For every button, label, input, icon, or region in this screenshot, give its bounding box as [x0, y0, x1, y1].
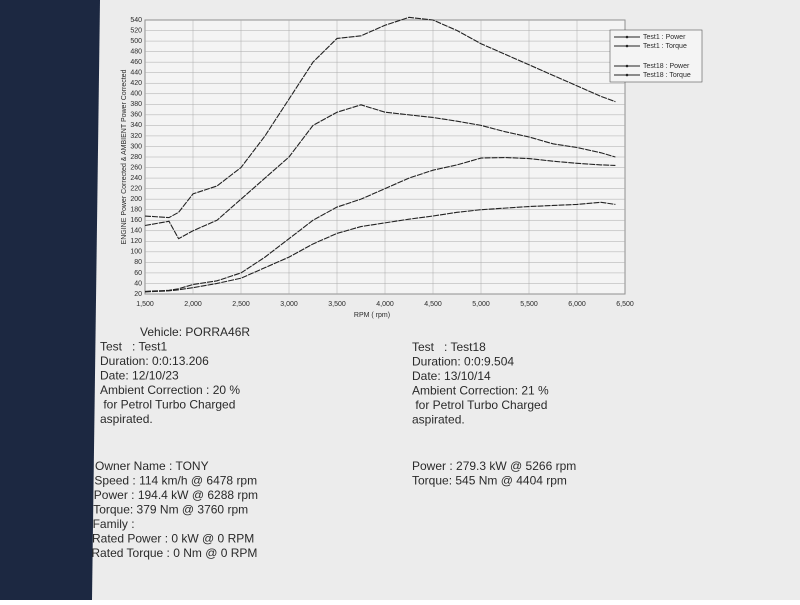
y-tick-label: 340	[130, 122, 142, 129]
report-line: Rated Torque : 0 Nm @ 0 RPM	[91, 546, 257, 560]
report-line: Family :	[93, 517, 135, 531]
y-tick-label: 200	[130, 196, 142, 203]
y-tick-label: 300	[130, 143, 142, 150]
x-tick-label: 2,000	[184, 301, 202, 308]
y-tick-label: 140	[130, 228, 142, 235]
series-line	[144, 201, 616, 293]
y-tick-label: 280	[130, 154, 142, 161]
report-line: for Petrol Turbo Charged	[412, 398, 547, 412]
report-line: Duration: 0:0:13.206	[100, 354, 209, 368]
legend-box	[609, 29, 703, 83]
report-line: aspirated.	[412, 413, 465, 427]
report-line: Ambient Correction : 20 %	[100, 383, 240, 397]
y-tick-label: 420	[130, 80, 142, 87]
report-line: Test : Test18	[412, 340, 486, 354]
report-line: Test : Test1	[100, 340, 167, 354]
x-tick-label: 6,000	[568, 301, 586, 308]
x-tick-label: 5,000	[472, 301, 490, 308]
y-tick-label: 60	[134, 270, 142, 277]
report-line: Torque: 379 Nm @ 3760 rpm	[93, 503, 248, 517]
y-axis-label: ENGINE Power Corrected & AMBIENT Power C…	[121, 69, 128, 244]
y-tick-label: 220	[130, 185, 142, 192]
x-tick-label: 3,000	[280, 301, 298, 308]
legend-label: Test18 : Torque	[643, 72, 691, 79]
y-tick-label: 520	[130, 27, 142, 34]
legend-label: Test1 : Power	[643, 34, 686, 41]
y-tick-label: 400	[130, 91, 142, 98]
y-tick-label: 120	[130, 238, 142, 245]
report-line: Torque: 545 Nm @ 4404 rpm	[412, 474, 567, 488]
y-tick-label: 440	[130, 70, 142, 77]
x-tick-label: 6,500	[616, 301, 634, 308]
legend: Test1 : Power Test1 : Torque Test18 : Powe…	[609, 29, 703, 83]
x-axis-label: RPM ( rpm)	[354, 312, 390, 319]
report-line: Ambient Correction: 21 %	[412, 384, 549, 398]
legend-label: Test18 : Power	[643, 63, 690, 70]
y-tick-label: 360	[130, 112, 142, 119]
report-line: Speed : 114 km/h @ 6478 rpm	[94, 474, 257, 488]
y-tick-label: 160	[130, 217, 142, 224]
y-tick-label: 260	[130, 164, 142, 171]
legend-marker	[625, 73, 629, 77]
report-line: Date: 12/10/23	[100, 369, 179, 383]
report-line: Owner Name : TONY	[95, 459, 209, 473]
y-tick-label: 480	[130, 48, 142, 55]
x-tick-label: 1,500	[136, 301, 154, 308]
legend-marker	[625, 35, 629, 39]
report-line: Power : 279.3 kW @ 5266 rpm	[412, 459, 576, 473]
legend-marker	[625, 44, 629, 48]
x-tick-label: 3,500	[328, 301, 346, 308]
y-tick-label: 240	[130, 175, 142, 182]
series-line	[144, 104, 616, 240]
report-line: for Petrol Turbo Charged	[100, 398, 235, 412]
y-tick-label: 460	[130, 59, 142, 66]
report-line: Power : 194.4 kW @ 6288 rpm	[94, 488, 258, 502]
report-line: Date: 13/10/14	[412, 369, 491, 383]
report-line: Duration: 0:0:9.504	[412, 355, 514, 369]
y-tick-label: 40	[134, 280, 142, 287]
report-line: Vehicle: PORRA46R	[140, 325, 250, 339]
report-line: aspirated.	[100, 412, 153, 426]
x-tick-label: 4,500	[424, 301, 442, 308]
series-line	[144, 156, 616, 292]
x-tick-label: 4,000	[376, 301, 394, 308]
y-tick-label: 500	[130, 38, 142, 45]
x-tick-label: 5,500	[520, 301, 538, 308]
x-tick-label: 2,500	[232, 301, 250, 308]
y-tick-label: 320	[130, 133, 142, 140]
chart: 20 40 60 80 100 120 140 160 180 200 220 240 260 280 30…	[130, 16, 703, 308]
y-tick-label: 540	[130, 17, 142, 24]
legend-label: Test1 : Torque	[643, 43, 687, 50]
y-tick-label: 100	[130, 249, 142, 256]
legend-marker	[625, 64, 629, 68]
series-line	[144, 16, 616, 219]
report-line: Rated Power : 0 kW @ 0 RPM	[92, 532, 254, 546]
y-tick-label: 80	[134, 259, 142, 266]
y-tick-label: 20	[134, 291, 142, 298]
y-tick-label: 180	[130, 207, 142, 214]
y-tick-label: 380	[130, 101, 142, 108]
